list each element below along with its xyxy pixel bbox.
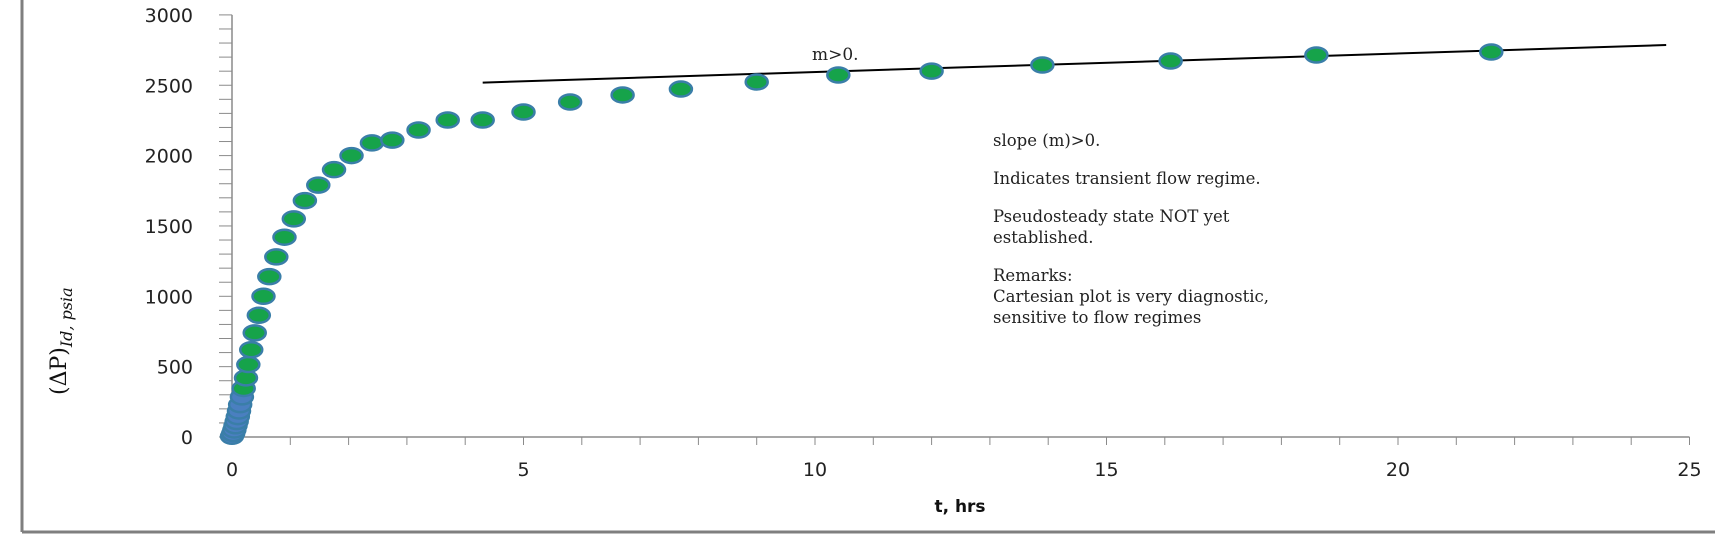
data-point: [470, 111, 495, 129]
data-point: [339, 146, 364, 165]
trendline-segment: [482, 44, 1667, 84]
annotation-remarks-line2: sensitive to flow regimes: [993, 308, 1202, 327]
data-point: [744, 73, 769, 91]
data-points: [219, 43, 1504, 446]
data-point: [251, 287, 276, 306]
trendline: [482, 44, 1667, 84]
annotation-pss-line1: Pseudosteady state NOT yet: [993, 207, 1230, 226]
data-point: [435, 111, 460, 129]
x-tick-label: 15: [1094, 459, 1118, 481]
y-tick-label: 0: [181, 427, 193, 449]
data-point: [826, 66, 851, 84]
x-axis: 0 5 10 15 20 25: [226, 436, 1702, 481]
data-point: [359, 134, 385, 152]
data-point: [511, 103, 536, 121]
x-tick-label: 5: [517, 459, 529, 481]
data-point: [306, 176, 331, 194]
data-point: [242, 324, 267, 342]
annotation-transient: Indicates transient flow regime.: [993, 169, 1261, 188]
data-point: [321, 160, 347, 179]
x-axis-title: t, hrs: [934, 497, 985, 517]
annotation-remarks-heading: Remarks:: [993, 266, 1073, 285]
data-point: [380, 131, 405, 149]
data-point: [406, 121, 431, 139]
y-tick-label: 3000: [145, 5, 193, 27]
x-tick-label: 10: [803, 459, 827, 481]
x-tick-label: 25: [1677, 459, 1701, 481]
y-tick-label: 500: [157, 357, 193, 379]
y-tick-label: 1000: [145, 286, 193, 308]
data-point: [236, 355, 261, 374]
x-tick-label: 20: [1386, 459, 1410, 481]
annotation-pss-line2: established.: [993, 228, 1094, 247]
data-point: [238, 341, 264, 359]
data-point: [668, 80, 694, 98]
data-point: [1304, 46, 1329, 64]
data-point: [1479, 43, 1504, 61]
y-axis-title: (ΔP)Id, psia: [47, 287, 76, 395]
annotation-block: slope (m)>0. Indicates transient flow re…: [993, 130, 1269, 328]
data-point: [272, 228, 297, 246]
data-point: [1030, 56, 1055, 74]
trendline-label: m>0.: [812, 45, 859, 65]
data-point: [281, 210, 307, 228]
data-point: [557, 93, 583, 111]
annotation-remarks-line1: Cartesian plot is very diagnostic,: [993, 287, 1270, 306]
y-tick-label: 2000: [145, 146, 193, 168]
data-point: [292, 191, 318, 210]
annotation-slope: slope (m)>0.: [993, 131, 1101, 150]
data-point: [264, 248, 289, 266]
y-tick-label: 1500: [145, 216, 193, 238]
y-tick-label: 2500: [145, 75, 193, 97]
data-point: [257, 267, 282, 286]
data-point: [1158, 52, 1183, 70]
data-point: [610, 86, 635, 104]
data-point: [246, 306, 272, 325]
y-axis: 0 500 1000 1500 2000 2500 3000: [145, 5, 233, 449]
x-tick-label: 0: [226, 459, 238, 481]
data-point: [919, 62, 944, 80]
